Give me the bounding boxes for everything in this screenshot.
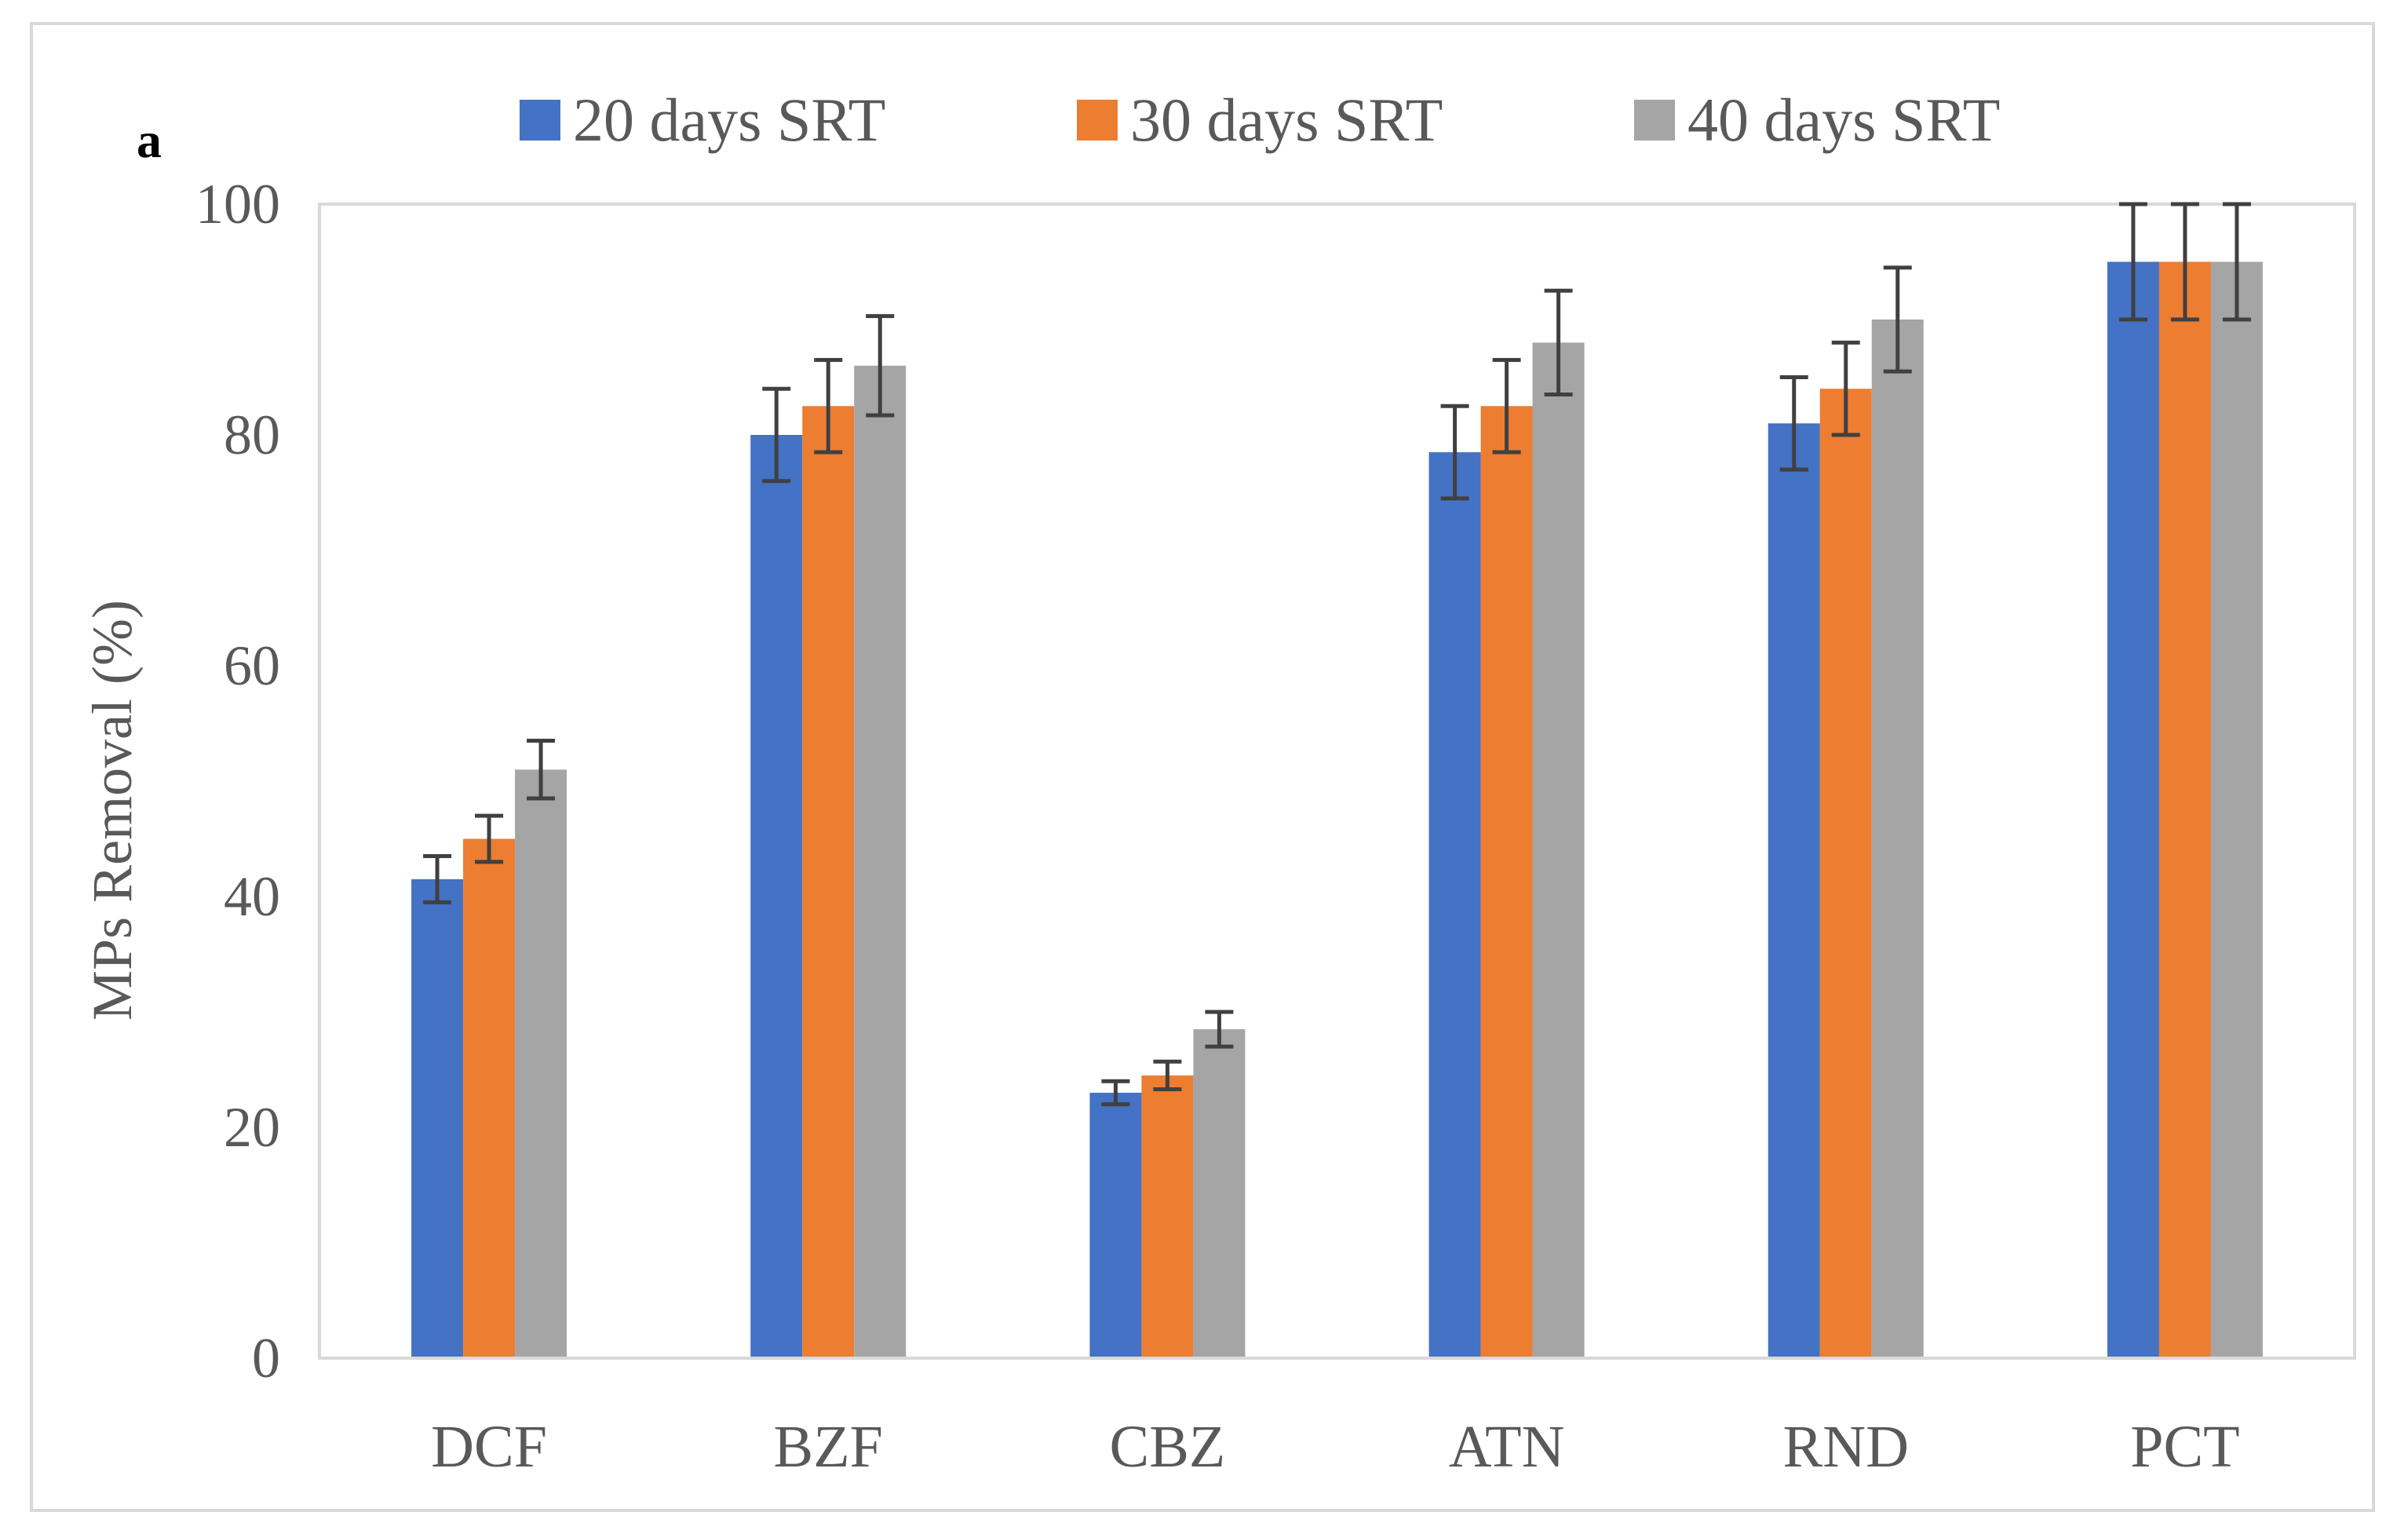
legend-swatch	[1634, 100, 1675, 141]
y-tick-label: 20	[224, 1096, 280, 1159]
y-tick-label: 80	[224, 404, 280, 466]
error-bar-pct-series-2	[2170, 202, 2199, 322]
error-bar-bzf-series-2	[814, 357, 843, 455]
error-bar-atn-series-1	[1440, 404, 1469, 501]
x-axis: DCF BZF CBZ ATN RND PCT	[319, 1357, 2355, 1480]
error-bar-dcf-series-3	[527, 739, 556, 801]
plot-area-border	[318, 203, 2356, 1360]
bar-dcf-series-2	[463, 838, 516, 1358]
legend-label: 40 days SRT	[1687, 86, 2000, 154]
error-bar-atn-series-2	[1492, 357, 1521, 455]
x-tick-label: RND	[1783, 1414, 1909, 1480]
bar-pct-series-1	[2107, 261, 2159, 1358]
bar-cbz-series-2	[1141, 1075, 1194, 1358]
figure-frame: a 20 days SRT 30 days SRT 40 days SRT 0 20 4…	[30, 22, 2375, 1512]
y-tick-label: 40	[224, 865, 280, 928]
legend-item: 40 days SRT	[1634, 86, 2000, 154]
error-bar-pct-series-1	[2118, 202, 2147, 322]
y-tick-label: 60	[224, 634, 280, 697]
error-bar-bzf-series-1	[762, 386, 791, 484]
legend-item: 30 days SRT	[1077, 86, 1443, 154]
bar-atn-series-3	[1532, 342, 1585, 1358]
error-bar-bzf-series-3	[866, 314, 895, 418]
error-bar-cbz-series-1	[1101, 1079, 1130, 1107]
y-tick-label: 100	[195, 173, 280, 236]
x-tick-label: BZF	[774, 1414, 883, 1480]
bar-rnd-series-3	[1871, 320, 1924, 1358]
y-axis: 0 20 40 60 80 100	[195, 173, 2356, 1390]
bar-rnd-series-1	[1768, 423, 1820, 1358]
error-bar-atn-series-3	[1544, 288, 1573, 397]
legend: 20 days SRT 30 days SRT 40 days SRT	[520, 86, 2000, 154]
legend-label: 20 days SRT	[573, 86, 885, 154]
bar-bzf-series-2	[802, 406, 855, 1358]
legend-label: 30 days SRT	[1130, 86, 1443, 154]
bar-pct-series-3	[2210, 261, 2263, 1358]
bar-cbz-series-1	[1089, 1092, 1142, 1358]
x-tick-label: CBZ	[1110, 1414, 1226, 1480]
error-bars	[423, 202, 2251, 1107]
bar-atn-series-1	[1428, 452, 1481, 1358]
error-bar-rnd-series-3	[1883, 265, 1912, 374]
x-tick-label: DCF	[431, 1414, 547, 1480]
bar-pct-series-2	[2158, 261, 2211, 1358]
panel-label: a	[137, 112, 162, 168]
bar-atn-series-2	[1480, 406, 1533, 1358]
legend-swatch	[1077, 100, 1118, 141]
bar-dcf-series-1	[411, 878, 464, 1358]
error-bar-pct-series-3	[2222, 202, 2251, 322]
bar-rnd-series-2	[1819, 389, 1872, 1359]
error-bar-cbz-series-3	[1205, 1010, 1234, 1049]
bar-chart: 20 days SRT 30 days SRT 40 days SRT 0 20 40 6…	[81, 86, 2356, 1480]
bar-bzf-series-1	[750, 435, 803, 1358]
error-bar-dcf-series-1	[423, 854, 452, 904]
x-tick-label: ATN	[1449, 1414, 1565, 1480]
bar-bzf-series-3	[854, 365, 907, 1358]
error-bar-rnd-series-1	[1779, 375, 1808, 472]
bar-cbz-series-3	[1193, 1029, 1246, 1358]
error-bar-dcf-series-2	[475, 813, 504, 864]
bar-dcf-series-3	[515, 769, 567, 1358]
legend-swatch	[520, 100, 560, 141]
error-bar-rnd-series-2	[1831, 340, 1860, 437]
legend-item: 20 days SRT	[520, 86, 885, 154]
bars	[411, 261, 2263, 1359]
y-axis-title: MPs Removal (%)	[81, 600, 144, 1021]
y-tick-label: 0	[252, 1327, 280, 1390]
x-tick-label: PCT	[2130, 1414, 2239, 1480]
error-bar-cbz-series-2	[1153, 1059, 1182, 1091]
